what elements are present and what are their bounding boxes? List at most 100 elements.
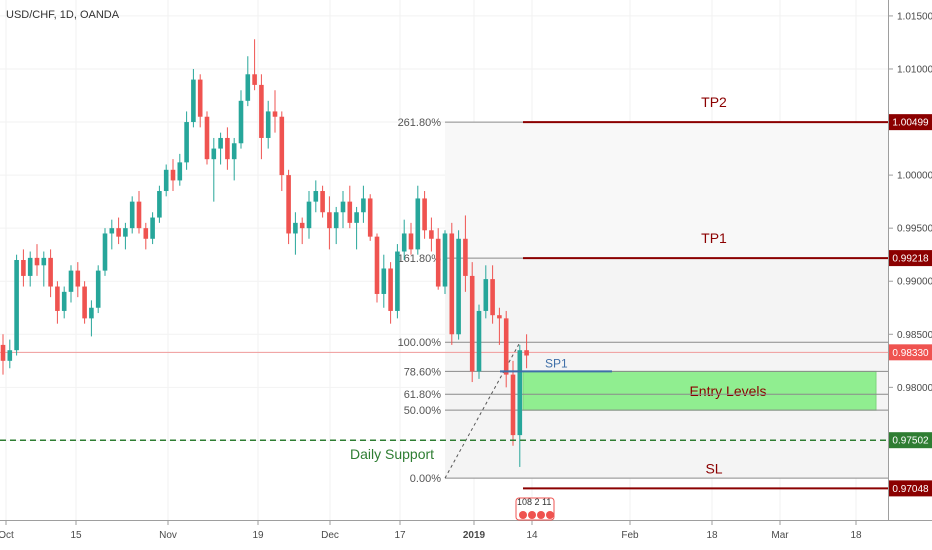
x-tick-label: 15 [70, 530, 82, 541]
candle-body [327, 212, 332, 229]
x-tick-label: Dec [321, 530, 339, 541]
candle-body [293, 222, 298, 234]
candle-body [490, 279, 495, 316]
x-tick-label: Mar [771, 530, 789, 541]
candle-body [299, 222, 305, 229]
x-axis[interactable]: Oct 15 Nov 19 Dec 17 2019 14 Feb 18 Mar 18 [0, 520, 862, 541]
candle-body [354, 212, 359, 223]
y-tick-label: 0.99500 [897, 224, 932, 235]
candle-body [75, 270, 81, 287]
candle-body [388, 268, 393, 311]
candle-body [225, 137, 230, 160]
x-tick-label: 19 [252, 530, 264, 541]
candle-body [55, 286, 60, 311]
price-tag-label: 1.00499 [892, 118, 929, 129]
x-tick-label: Feb [621, 530, 639, 541]
price-tag [889, 114, 932, 131]
candle-body [435, 238, 441, 287]
candle-body [204, 116, 210, 160]
y-tick-label: 0.99000 [897, 277, 932, 288]
candle-body [463, 238, 468, 276]
candle-body [89, 307, 94, 319]
price-tag [889, 344, 932, 361]
fib-zone-upper [445, 122, 888, 259]
y-tick-label: 0.98000 [897, 383, 932, 394]
candle-body [150, 217, 155, 239]
candle-body [27, 257, 33, 276]
candle-body [123, 228, 128, 237]
candle-body [367, 198, 373, 237]
price-tag-label: 0.97502 [892, 436, 929, 447]
candle-body [401, 233, 407, 252]
candle-body [313, 191, 319, 202]
event-label: 108 2 11 [517, 497, 551, 507]
fib-label: 0.00% [410, 473, 441, 485]
candle-body [14, 260, 19, 351]
fib-trend-line [444, 342, 521, 479]
level-label: SL [705, 460, 722, 476]
candle-body [41, 257, 47, 266]
candle-body [361, 198, 366, 213]
candles [0, 39, 529, 467]
candle-body [197, 79, 203, 117]
candle-body [381, 268, 387, 294]
candle-body [374, 236, 380, 294]
x-tick-label: 14 [526, 530, 538, 541]
price-tag [889, 480, 932, 497]
price-tag [889, 432, 932, 449]
candle-body [116, 228, 121, 237]
chart-title: USD/CHF, 1D, OANDA [6, 9, 120, 21]
candle-body [163, 169, 169, 192]
candle-body [61, 291, 67, 311]
candle-body [211, 148, 217, 160]
price-tag-label: 0.98330 [892, 348, 929, 359]
candle-body [306, 201, 312, 229]
candle-body [469, 275, 475, 372]
level-label: TP2 [701, 94, 727, 110]
fib-label: 78.60% [404, 366, 442, 378]
candle-body [456, 238, 461, 335]
candle-body [109, 228, 115, 234]
event-flag-icon[interactable] [515, 497, 555, 521]
candle-body [347, 201, 353, 223]
candle-body [395, 251, 400, 311]
candle-body [272, 111, 278, 117]
y-tick-label: 0.98500 [897, 330, 932, 341]
candle-body [422, 198, 427, 231]
entry-zone[interactable] [522, 370, 877, 411]
candle-body [170, 169, 176, 181]
fib-label: 50.00% [404, 405, 442, 417]
candle-body [95, 270, 101, 308]
candle-body [191, 79, 196, 123]
level-label: TP1 [701, 230, 727, 246]
fib-label: 100.00% [398, 337, 442, 349]
support-label: Daily Support [350, 446, 434, 462]
candle-body [517, 350, 523, 436]
candle-body [82, 286, 87, 319]
y-tick-label: 1.00000 [897, 171, 932, 182]
candle-body [449, 233, 455, 335]
candle-body [510, 374, 516, 436]
candle-body [21, 260, 26, 276]
x-tick-label: Nov [159, 530, 177, 541]
candle-body [231, 143, 237, 160]
fib-label: 261.80% [398, 117, 442, 129]
x-tick-label: 18 [706, 530, 718, 541]
candle-body [259, 84, 264, 138]
candle-body [143, 228, 149, 239]
candle-body [524, 350, 529, 356]
fib-label: 161.80% [398, 253, 442, 265]
candle-body [34, 257, 40, 266]
fib-label: 61.80% [404, 389, 442, 401]
y-tick-label: 1.01500 [897, 11, 932, 22]
price-tag-label: 0.97048 [892, 484, 929, 495]
y-tick-label: 1.01000 [897, 64, 932, 75]
candle-body [442, 233, 448, 287]
price-tag-label: 0.99218 [892, 254, 929, 265]
candle-body [483, 279, 489, 311]
candle-body [7, 350, 13, 361]
sp1-label: SP1 [545, 356, 568, 370]
entry-zone-label: Entry Levels [689, 383, 766, 399]
price-tag [889, 250, 932, 267]
